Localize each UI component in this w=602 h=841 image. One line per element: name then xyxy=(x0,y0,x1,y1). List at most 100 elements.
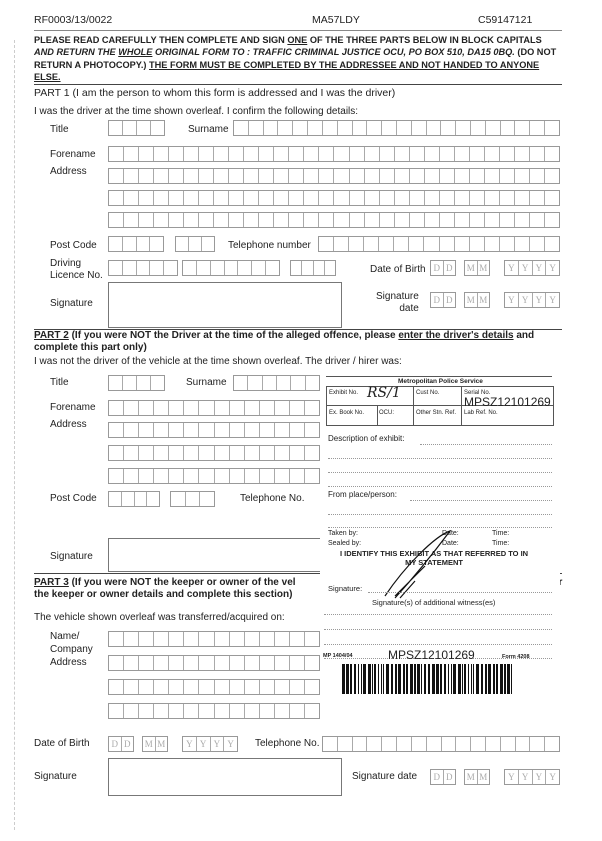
char-box xyxy=(249,121,264,135)
barcode-bar xyxy=(354,664,356,694)
char-box: M xyxy=(479,772,488,782)
char-box xyxy=(154,169,170,183)
char-box: M xyxy=(479,295,488,305)
char-box xyxy=(440,213,455,227)
char-box xyxy=(353,121,368,135)
post-code-in-input[interactable] xyxy=(175,236,215,252)
char-box xyxy=(424,237,440,251)
char-box xyxy=(147,492,159,506)
barcode-bar xyxy=(500,664,503,694)
char-box xyxy=(230,680,245,694)
char-box xyxy=(109,376,123,390)
char-box xyxy=(364,237,380,251)
char-box xyxy=(214,191,230,205)
label-post-code: Post Code xyxy=(50,493,97,504)
name-input[interactable] xyxy=(108,631,320,647)
post-code-out-input[interactable] xyxy=(108,491,160,507)
part3-signature-box[interactable] xyxy=(108,758,342,796)
char-box xyxy=(455,237,470,251)
part3-heading: PART 3 (If you were NOT the keeper or ow… xyxy=(34,577,296,600)
char-box xyxy=(199,169,215,183)
char-box xyxy=(334,213,350,227)
part2-signature-box[interactable] xyxy=(108,538,342,572)
forename-input[interactable] xyxy=(108,400,320,416)
exhibit-no-label: Exhibit No. xyxy=(329,390,359,396)
address-line-3-input[interactable] xyxy=(108,468,320,484)
char-box xyxy=(501,737,516,751)
vehicle-registration: MA57LDY xyxy=(312,14,360,26)
surname-input[interactable] xyxy=(233,375,320,391)
telephone-input[interactable] xyxy=(318,236,560,252)
char-box xyxy=(455,147,470,161)
char-box xyxy=(215,680,230,694)
barcode-bar xyxy=(421,664,422,694)
cust-no-label: Cust No. xyxy=(416,390,440,396)
barcode-bar xyxy=(473,664,474,694)
char-box xyxy=(486,737,501,751)
telephone-input[interactable] xyxy=(322,736,560,752)
char-box xyxy=(169,680,185,694)
title-input[interactable] xyxy=(108,120,165,136)
post-code-out-input[interactable] xyxy=(108,236,164,252)
part1-signature-box[interactable] xyxy=(108,282,342,328)
char-box xyxy=(275,469,290,483)
barcode-bar xyxy=(493,664,495,694)
char-box xyxy=(124,680,140,694)
exhibit-no-handwritten: RS/1 xyxy=(367,385,401,401)
instructions: PLEASE READ CAREFULLY THEN COMPLETE AND … xyxy=(34,35,557,82)
char-box xyxy=(530,121,546,135)
address-line-1-input[interactable] xyxy=(108,655,320,671)
char-box xyxy=(455,213,470,227)
address-line-2-input[interactable] xyxy=(108,679,320,695)
post-code-in-input[interactable] xyxy=(170,491,215,507)
char-box xyxy=(290,423,306,437)
char-box xyxy=(154,632,170,646)
address-line-2-input[interactable] xyxy=(108,445,320,461)
barcode-bar xyxy=(372,664,373,694)
address-line-1-input[interactable] xyxy=(108,168,560,184)
char-box xyxy=(319,191,335,205)
address-line-3-input[interactable] xyxy=(108,703,320,719)
char-box xyxy=(184,656,200,670)
char-box xyxy=(314,261,325,275)
licence-part-3-input[interactable] xyxy=(290,260,336,276)
char-box xyxy=(500,191,515,205)
char-box: Y xyxy=(549,295,556,305)
char-box xyxy=(184,469,200,483)
char-box xyxy=(199,704,215,718)
char-box xyxy=(470,169,485,183)
char-box xyxy=(199,147,215,161)
forename-input[interactable] xyxy=(108,146,560,162)
char-box xyxy=(139,401,155,415)
licence-part-2-input[interactable] xyxy=(182,260,280,276)
address-line-1-input[interactable] xyxy=(108,422,320,438)
char-box xyxy=(184,632,200,646)
licence-part-1-input[interactable] xyxy=(108,260,178,276)
char-box xyxy=(244,147,260,161)
char-box xyxy=(306,376,319,390)
address-line-3-input[interactable] xyxy=(108,212,560,228)
barcode-bar xyxy=(485,664,487,694)
address-line-2-input[interactable] xyxy=(108,190,560,206)
char-box xyxy=(350,169,365,183)
char-box xyxy=(515,191,530,205)
char-box xyxy=(353,737,368,751)
title-input[interactable] xyxy=(108,375,165,391)
label-date-of-birth: Date of Birth xyxy=(370,264,426,275)
char-box: D xyxy=(446,772,453,782)
char-box xyxy=(455,191,470,205)
barcode-bar xyxy=(440,664,442,694)
surname-input[interactable] xyxy=(233,120,560,136)
